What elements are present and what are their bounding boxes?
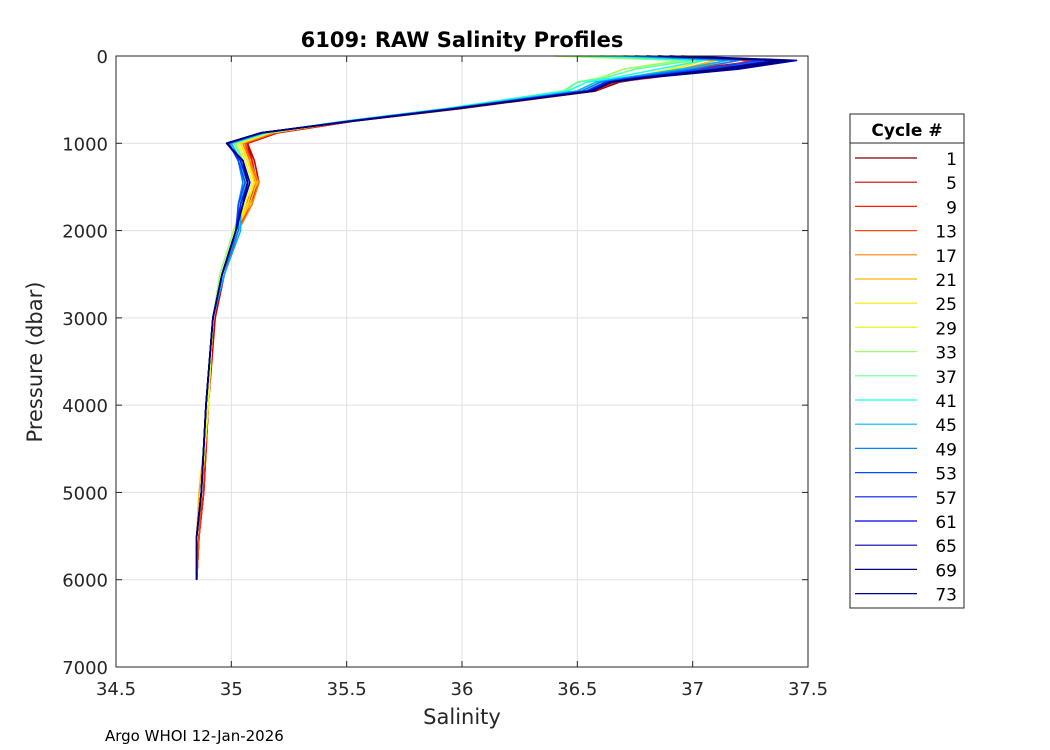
legend-label: 1 [946, 150, 957, 170]
y-tick-label: 4000 [62, 396, 108, 417]
legend-title: Cycle # [871, 121, 942, 141]
legend-label: 9 [946, 198, 957, 218]
legend-label: 29 [935, 319, 957, 339]
profile-line-cycle-73 [195, 55, 782, 580]
legend-label: 65 [935, 537, 957, 557]
x-tick-label: 35 [220, 679, 243, 700]
x-tick-label: 36 [451, 679, 474, 700]
x-tick-label: 35.5 [327, 679, 367, 700]
y-tick-label: 1000 [62, 134, 108, 155]
x-tick-label: 37.5 [788, 679, 828, 700]
legend-label: 53 [935, 465, 957, 485]
x-tick-label: 36.5 [557, 679, 597, 700]
y-axis-label: Pressure (dbar) [23, 282, 47, 443]
legend-label: 25 [935, 295, 957, 315]
y-tick-label: 7000 [62, 658, 108, 679]
profile-lines [195, 55, 798, 580]
legend-label: 61 [935, 513, 957, 533]
x-tick-label: 34.5 [96, 679, 136, 700]
legend-label: 57 [935, 489, 957, 509]
legend-label: 69 [935, 561, 957, 581]
legend-label: 45 [935, 416, 957, 436]
x-axis-label: Salinity [423, 705, 501, 729]
legend-label: 41 [935, 392, 957, 412]
legend-label: 5 [946, 174, 957, 194]
legend-label: 21 [935, 271, 957, 291]
legend-entries: 1 5 9 13 17 21 25 29 33 37 41 45 49 53 57 61 65 69 73 [855, 150, 957, 606]
legend: Cycle # 1 5 9 13 17 21 25 29 33 37 41 45 49 53 57 61 65 6… [849, 113, 965, 609]
chart-title: 6109: RAW Salinity Profiles [301, 28, 624, 52]
legend-box [849, 113, 965, 609]
legend-label: 73 [935, 586, 957, 606]
y-tick-label: 2000 [62, 222, 108, 243]
legend-label: 49 [935, 440, 957, 460]
y-tick-label: 3000 [62, 309, 108, 330]
y-tick-label: 0 [97, 47, 108, 68]
y-tick-label: 6000 [62, 571, 108, 592]
y-tick-label: 5000 [62, 483, 108, 504]
legend-label: 17 [935, 247, 957, 267]
legend-label: 37 [935, 368, 957, 388]
axis-ticks: 34.5 35 35.5 36 36.5 37 37.5 0 1000 2000 3000 4000 5… [62, 47, 828, 700]
x-tick-label: 37 [681, 679, 704, 700]
legend-label: 33 [935, 344, 957, 364]
legend-label: 13 [935, 223, 957, 243]
footer-credit: Argo WHOI 12-Jan-2026 [105, 727, 284, 745]
